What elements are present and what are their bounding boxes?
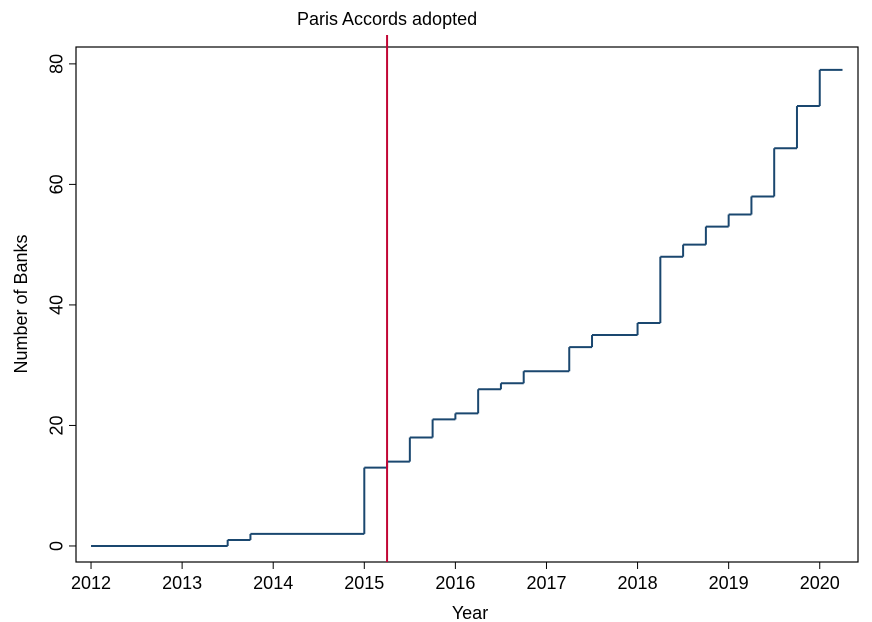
x-tick-label: 2015 — [344, 573, 384, 593]
x-tick-label: 2017 — [526, 573, 566, 593]
y-tick-label: 60 — [47, 174, 67, 194]
x-tick-label: 2014 — [253, 573, 293, 593]
reference-label: Paris Accords adopted — [297, 9, 477, 29]
y-tick-label: 20 — [47, 415, 67, 435]
x-tick-label: 2018 — [618, 573, 658, 593]
y-tick-label: 40 — [47, 295, 67, 315]
y-tick-label: 80 — [47, 54, 67, 74]
x-tick-label: 2012 — [71, 573, 111, 593]
x-tick-label: 2020 — [800, 573, 840, 593]
plot-frame — [75, 46, 859, 563]
x-tick-label: 2019 — [709, 573, 749, 593]
x-tick-label: 2016 — [435, 573, 475, 593]
x-tick-label: 2013 — [162, 573, 202, 593]
x-axis-title: Year — [452, 603, 488, 622]
y-axis-title: Number of Banks — [11, 234, 31, 373]
y-tick-label: 0 — [47, 541, 67, 551]
